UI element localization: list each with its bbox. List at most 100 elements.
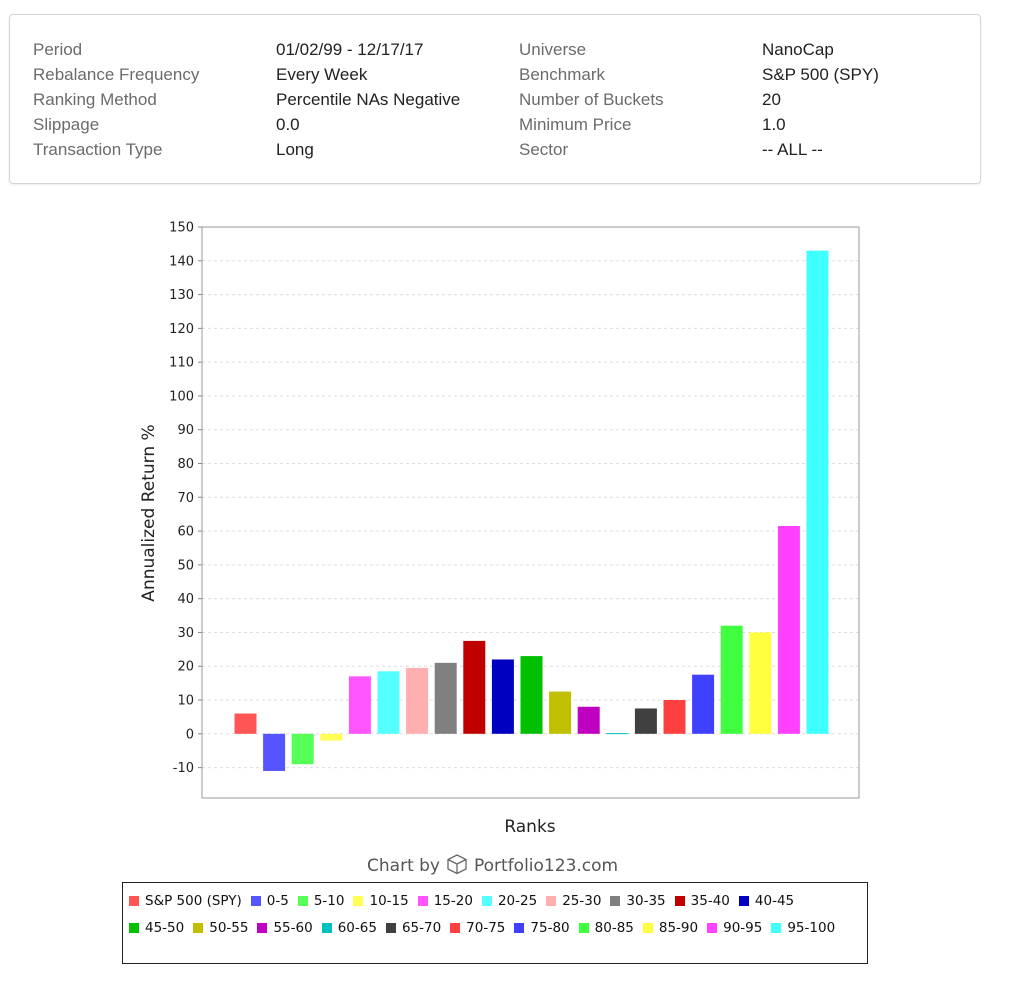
legend-item: 90-95 xyxy=(707,914,762,941)
legend-swatch xyxy=(353,895,364,906)
legend-swatch xyxy=(129,922,139,933)
legend-label: 65-70 xyxy=(401,919,442,936)
legend-label: 75-80 xyxy=(530,919,570,936)
y-tick-label: 50 xyxy=(177,558,194,573)
y-tick-label: 100 xyxy=(169,389,194,404)
legend-swatch xyxy=(707,922,718,933)
y-tick-label: 110 xyxy=(169,356,194,371)
bar xyxy=(634,708,657,734)
setting-value: Long xyxy=(276,140,314,159)
legend-item: 75-80 xyxy=(514,914,570,941)
cube-logo-icon xyxy=(447,854,467,875)
legend-label: 30-35 xyxy=(626,892,666,909)
setting-value: Every Week xyxy=(276,65,368,84)
setting-value: Percentile NAs Negative xyxy=(276,90,461,109)
legend-label: 90-95 xyxy=(723,919,763,936)
legend-label: S&P 500 (SPY) xyxy=(145,892,242,909)
legend-swatch xyxy=(250,895,261,906)
legend-swatch xyxy=(385,922,396,933)
bar xyxy=(577,706,600,734)
legend-swatch xyxy=(514,922,525,933)
y-tick-label: 140 xyxy=(169,254,194,269)
legend-label: 45-50 xyxy=(145,919,185,936)
legend-swatch xyxy=(321,922,332,933)
legend-item: 0-5 xyxy=(250,887,289,914)
legend-swatch xyxy=(297,895,308,906)
legend-label: 60-65 xyxy=(337,919,377,936)
setting-value: 0.0 xyxy=(276,115,300,134)
setting-label: Slippage xyxy=(33,115,100,134)
setting-label: Benchmark xyxy=(519,65,605,84)
legend-item: 70-75 xyxy=(450,914,505,941)
credit-label: Chart by xyxy=(367,856,440,876)
y-tick-label: 40 xyxy=(177,592,194,607)
legend-swatch xyxy=(546,895,557,906)
bar xyxy=(348,676,371,734)
legend-item: 65-70 xyxy=(385,914,442,941)
bar xyxy=(606,733,629,735)
setting-label: Universe xyxy=(519,40,587,59)
y-tick-label: 130 xyxy=(169,288,194,303)
plot-area-frame xyxy=(201,226,860,799)
legend-swatch xyxy=(257,922,268,933)
bar xyxy=(720,625,743,734)
settings-grid: Period 01/02/99 - 12/17/17 Universe NanoCap… xyxy=(33,39,962,164)
setting-label: Sector xyxy=(519,140,569,159)
legend-swatch xyxy=(578,922,589,933)
y-tick-label: 90 xyxy=(177,423,194,438)
legend-label: 35-40 xyxy=(690,892,730,909)
legend-swatch xyxy=(129,895,139,906)
y-tick-label: 20 xyxy=(177,660,194,675)
legend-label: 25-30 xyxy=(562,892,602,909)
bar xyxy=(434,662,457,734)
chart-credit: Chart by Portfolio123.com xyxy=(367,854,618,876)
setting-value: 01/02/99 - 12/17/17 xyxy=(276,40,424,59)
legend-swatch xyxy=(417,895,428,906)
legend-label: 40-45 xyxy=(754,892,795,909)
legend-item: 10-15 xyxy=(353,887,409,914)
legend-item: 15-20 xyxy=(417,887,473,914)
bar xyxy=(377,671,400,734)
setting-label: Transaction Type xyxy=(33,140,163,159)
legend-swatch xyxy=(481,895,492,906)
bar xyxy=(263,733,286,771)
setting-label: Ranking Method xyxy=(33,90,157,109)
legend-label: 95-100 xyxy=(787,919,836,936)
y-tick-label: 30 xyxy=(177,626,194,641)
chart-legend: S&P 500 (SPY) 0-5 5-10 10-15 15-20 20-25 25-30… xyxy=(122,882,868,964)
y-tick-label: -10 xyxy=(173,761,194,776)
legend-label: 50-55 xyxy=(209,919,249,936)
legend-item: 85-90 xyxy=(642,914,698,941)
legend-label: 5-10 xyxy=(313,892,345,909)
bar xyxy=(463,640,486,734)
legend-swatch xyxy=(771,922,782,933)
legend-item: 50-55 xyxy=(193,914,248,941)
legend-item: 95-100 xyxy=(771,914,835,941)
setting-value: -- ALL -- xyxy=(762,140,823,159)
legend-swatch xyxy=(610,895,621,906)
legend-swatch xyxy=(674,895,685,906)
bar xyxy=(549,691,572,734)
y-axis-title: Annualized Return % xyxy=(139,424,159,601)
setting-label: Rebalance Frequency xyxy=(33,65,200,84)
setting-value: 20 xyxy=(762,90,781,109)
setting-label: Minimum Price xyxy=(519,115,632,134)
setting-value: 1.0 xyxy=(762,115,786,134)
credit-brand: Portfolio123.com xyxy=(474,856,618,876)
bar xyxy=(520,656,543,734)
bar xyxy=(320,733,343,741)
y-axis-ticks: -10 0 10 20 30 40 50 60 70 80 90 100 110 120 130 140 150 xyxy=(169,221,202,776)
legend-swatch xyxy=(450,922,461,933)
legend-item: 25-30 xyxy=(546,887,601,914)
legend-swatch xyxy=(738,895,749,906)
legend-item: 40-45 xyxy=(738,887,795,914)
legend-label: 20-25 xyxy=(497,892,538,909)
bar xyxy=(777,526,800,734)
x-axis-title: Ranks xyxy=(504,817,555,837)
y-tick-label: 80 xyxy=(177,457,194,472)
legend-swatch xyxy=(193,922,204,933)
legend-item: 35-40 xyxy=(674,887,730,914)
bar xyxy=(692,674,715,734)
legend-item: 55-60 xyxy=(257,914,313,941)
bar xyxy=(406,667,429,734)
